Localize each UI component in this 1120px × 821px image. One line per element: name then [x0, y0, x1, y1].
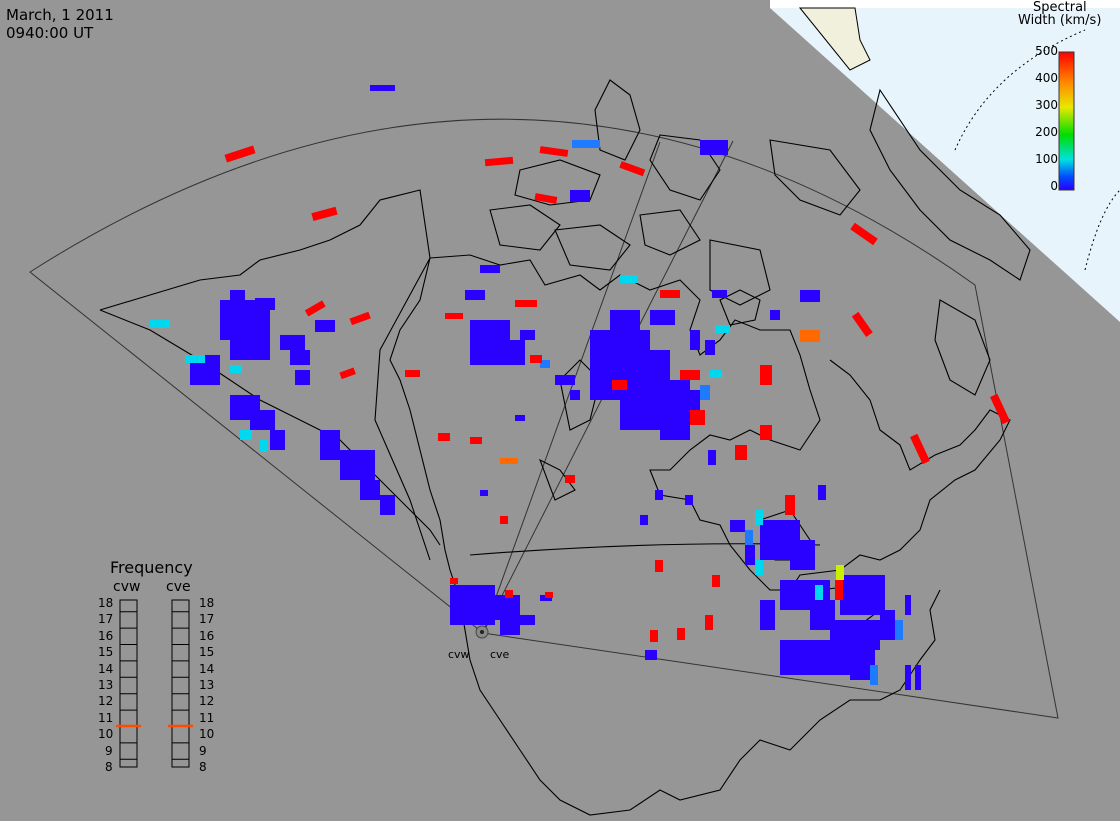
colorbar [1058, 51, 1075, 191]
fov-boundary [482, 141, 661, 634]
frequency-tick-label: 12 [98, 694, 114, 709]
polar-grid-circle [1084, 189, 1120, 271]
frequency-tick-label: 13 [199, 678, 215, 692]
frequency-tick-label: 12 [199, 694, 215, 709]
colorbar-tick: 500 [1035, 44, 1058, 58]
frequency-tick-label: 16 [199, 628, 215, 643]
frequency-tick-label: 18 [98, 596, 114, 610]
echo-cells [150, 85, 1010, 690]
frequency-tick-label: 13 [98, 678, 114, 692]
frequency-tick-label: 9 [199, 743, 207, 758]
colorbar-tick: 100 [1035, 152, 1058, 166]
colorbar-tick: 400 [1035, 71, 1058, 85]
colorbar-tick: 200 [1035, 125, 1058, 139]
frequency-tick-label: 11 [98, 710, 114, 725]
frequency-tick-label: 16 [98, 628, 114, 643]
radar-label: cvw [448, 648, 470, 661]
radar-label: cve [490, 648, 510, 661]
frequency-tick-label: 14 [98, 661, 114, 676]
frequency-tick-label: 18 [199, 596, 215, 610]
colorbar-tick: 0 [1050, 179, 1058, 193]
frequency-tick-label: 9 [105, 743, 113, 758]
radar-site-marker [480, 630, 484, 634]
frequency-tick-label: 11 [199, 710, 215, 725]
map-time: 0940:00 UT [6, 24, 94, 42]
polar-grid-circle [954, 29, 1086, 151]
frequency-tick-label: 17 [199, 612, 215, 627]
map-date: March, 1 2011 [6, 6, 114, 24]
colorbar-tick: 300 [1035, 98, 1058, 112]
frequency-tick-label: 10 [98, 727, 114, 742]
fov-outline [29, 118, 1059, 719]
frequency-tick-label: 17 [98, 612, 114, 627]
colorbar-title: Spectral [1033, 0, 1087, 15]
frequency-tick-label: 14 [199, 661, 215, 676]
frequency-tick-label: 8 [199, 760, 207, 774]
frequency-station-label: cvw [113, 579, 141, 595]
colorbar-subtitle: Width (km/s) [1018, 13, 1102, 28]
frequency-tick-label: 8 [105, 760, 113, 774]
frequency-tick-label: 15 [199, 645, 215, 660]
frequency-tick-label: 15 [98, 645, 114, 660]
frequency-station-label: cve [166, 579, 191, 595]
greenland-coast [798, 7, 871, 71]
frequency-title: Frequency [110, 558, 193, 577]
frequency-tick-label: 10 [199, 727, 215, 742]
